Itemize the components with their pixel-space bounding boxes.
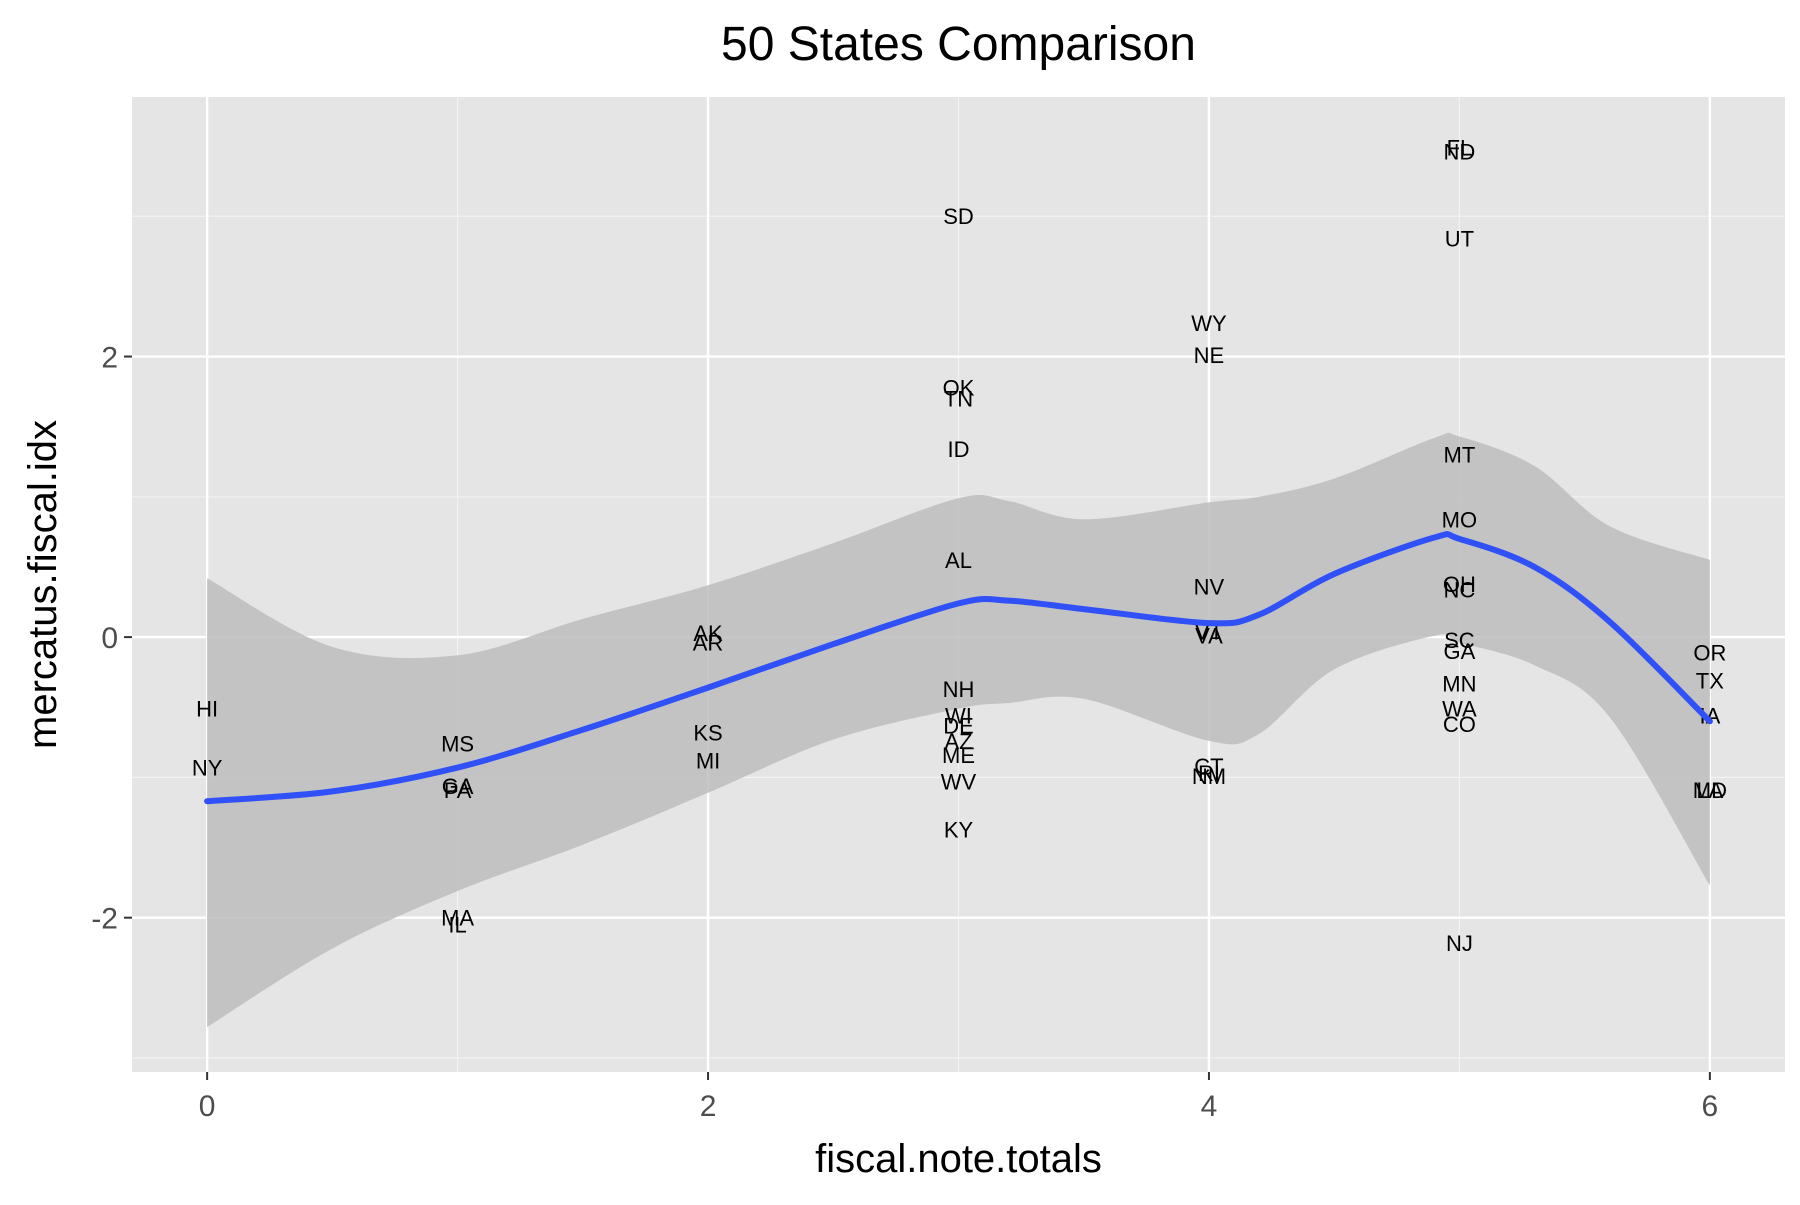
state-label-ar: AR <box>693 631 724 656</box>
state-label-pa: PA <box>444 778 472 803</box>
y-tick-label: 0 <box>101 622 118 655</box>
state-label-ks: KS <box>693 721 722 746</box>
state-label-me: ME <box>942 743 975 768</box>
state-label-mt: MT <box>1444 443 1476 468</box>
state-label-mn: MN <box>1442 671 1476 696</box>
state-label-ak: AK <box>693 621 723 646</box>
state-label-ne: NE <box>1194 343 1225 368</box>
state-label-ct: CT <box>1194 754 1223 779</box>
state-labels: HINYMSGAPAMAILAKARKSMISDOKTNIDALNHWIDEAZ… <box>192 136 1727 956</box>
state-label-va: VA <box>1195 624 1223 649</box>
state-label-ri: RI <box>1198 761 1220 786</box>
state-label-la: LA <box>1696 778 1723 803</box>
state-label-nv: NV <box>1194 575 1225 600</box>
state-label-ut: UT <box>1445 227 1474 252</box>
x-axis: 0 2 4 6 <box>199 1072 1718 1123</box>
state-label-wv: WV <box>941 770 977 795</box>
x-tick-label: 6 <box>1702 1090 1719 1123</box>
state-label-ga: GA <box>1444 639 1476 664</box>
y-tick-label: -2 <box>91 903 118 936</box>
state-label-fl: FL <box>1447 136 1473 161</box>
state-label-ia: IA <box>1699 704 1720 729</box>
state-label-sd: SD <box>943 204 974 229</box>
state-label-hi: HI <box>196 697 218 722</box>
x-axis-title: fiscal.note.totals <box>815 1137 1102 1181</box>
x-tick-label: 4 <box>1201 1090 1218 1123</box>
state-label-co: CO <box>1443 712 1476 737</box>
state-label-nc: NC <box>1444 577 1476 602</box>
state-label-nh: NH <box>943 677 975 702</box>
state-label-ma: MA <box>441 906 474 931</box>
state-label-tn: TN <box>944 387 973 412</box>
state-label-ga: GA <box>442 774 474 799</box>
state-label-wi: WI <box>945 704 972 729</box>
x-tick-label: 2 <box>700 1090 717 1123</box>
state-label-wa: WA <box>1442 697 1477 722</box>
state-label-id: ID <box>948 437 970 462</box>
state-label-mi: MI <box>696 749 720 774</box>
x-tick-label: 0 <box>199 1090 216 1123</box>
chart-title: 50 States Comparison <box>721 18 1196 71</box>
state-label-ok: OK <box>943 375 975 400</box>
y-axis-title: mercatus.fiscal.idx <box>21 420 65 749</box>
smooth-line <box>204 531 1713 805</box>
state-label-ky: KY <box>944 817 974 842</box>
y-tick-label: 2 <box>101 342 118 375</box>
state-label-nj: NJ <box>1446 931 1473 956</box>
state-label-al: AL <box>945 548 972 573</box>
y-axis: -2 0 2 <box>91 342 132 936</box>
state-label-nd: ND <box>1444 140 1476 165</box>
confidence-band <box>207 432 1710 1028</box>
state-label-or: OR <box>1693 641 1726 666</box>
state-label-md: MD <box>1693 778 1727 803</box>
state-label-ms: MS <box>441 732 474 757</box>
state-label-ny: NY <box>192 756 223 781</box>
state-label-az: AZ <box>944 729 972 754</box>
state-label-mo: MO <box>1442 507 1477 532</box>
state-label-nm: NM <box>1192 764 1226 789</box>
state-label-de: DE <box>943 713 974 738</box>
state-label-tx: TX <box>1696 669 1724 694</box>
state-label-wy: WY <box>1191 311 1227 336</box>
state-label-il: IL <box>448 913 466 938</box>
state-label-sc: SC <box>1444 628 1475 653</box>
state-label-oh: OH <box>1443 572 1476 597</box>
